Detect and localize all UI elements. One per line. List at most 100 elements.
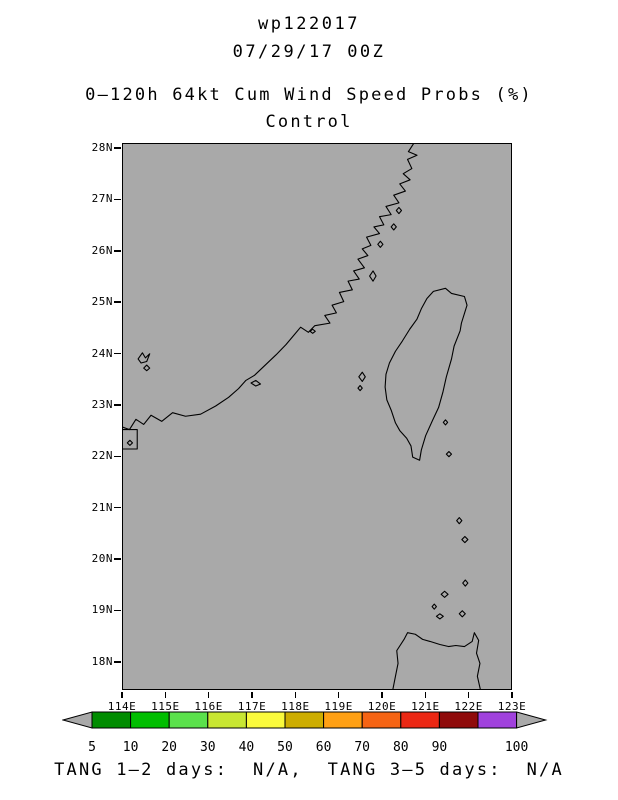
island (459, 611, 465, 617)
lat-label: 28N (91, 141, 113, 155)
lat-tick (114, 455, 121, 458)
lat-tick (114, 198, 121, 201)
island (251, 380, 260, 386)
colorbar-segment (438, 711, 479, 729)
lon-label: 121E (411, 700, 440, 713)
colorbar-segment (91, 711, 132, 729)
lon-tick (294, 692, 297, 698)
lat-tick (114, 352, 121, 355)
lat-label: 24N (91, 346, 113, 360)
colorbar-label: 50 (277, 740, 293, 755)
lon-tick (207, 692, 210, 698)
lon-tick (251, 692, 253, 698)
lat-label: 20N (91, 552, 113, 566)
coastline-luzon (392, 633, 480, 689)
lon-tick (121, 692, 123, 698)
colorbar-segment (168, 711, 209, 729)
lat-label: 18N (91, 654, 113, 668)
island (436, 614, 443, 619)
colorbar-label: 70 (354, 740, 370, 755)
lat-label: 26N (91, 243, 113, 257)
island (446, 452, 451, 457)
chart-title: 0–120h 64kt Cum Wind Speed Probs (%) (85, 85, 533, 105)
colorbar-label: 90 (432, 740, 448, 755)
colorbar-label: 60 (316, 740, 332, 755)
coastline-mainland-china (123, 144, 417, 430)
colorbar-label: 40 (239, 740, 255, 755)
colorbar-left-arrow (61, 711, 93, 729)
lat-tick (114, 404, 121, 406)
footer-tang-text: TANG 1–2 days: N/A, TANG 3–5 days: N/A (54, 760, 564, 780)
lat-label: 21N (91, 500, 113, 514)
colorbar-label: 5 (88, 740, 96, 755)
island (310, 329, 315, 333)
colorbar-segment (361, 711, 402, 729)
lat-label: 23N (91, 397, 113, 411)
island (378, 241, 383, 247)
colorbar-label: 80 (393, 740, 409, 755)
hong-kong-box (123, 430, 137, 449)
island (127, 440, 132, 445)
colorbar-label: 100 (505, 740, 528, 755)
island (359, 372, 365, 381)
lat-label: 19N (91, 603, 113, 617)
island (396, 207, 401, 213)
lat-label: 27N (91, 192, 113, 206)
island (457, 518, 462, 524)
lon-label: 117E (237, 700, 267, 713)
lat-tick (114, 301, 121, 303)
map-area (122, 143, 512, 690)
colorbar-segment (477, 711, 518, 729)
lat-label: 22N (91, 449, 113, 463)
colorbar-segment (207, 711, 247, 729)
lon-tick (424, 692, 427, 698)
island (391, 224, 396, 230)
lat-tick (114, 506, 121, 509)
colorbar-label: 30 (200, 740, 216, 755)
storm-id: wp122017 (258, 14, 360, 34)
lat-tick (114, 147, 121, 149)
lat-tick (114, 558, 121, 560)
lon-label: 118E (281, 700, 310, 713)
lon-label: 120E (367, 700, 397, 713)
lon-tick (381, 692, 383, 698)
lon-tick (337, 692, 340, 698)
init-time: 07/29/17 00Z (232, 42, 386, 62)
lat-tick (114, 661, 121, 663)
lon-label: 116E (194, 700, 223, 713)
lat-label: 25N (91, 295, 113, 309)
lon-tick (164, 692, 167, 698)
island (463, 580, 468, 586)
island (144, 365, 150, 371)
island (432, 604, 436, 609)
island (370, 271, 376, 281)
colorbar-right-arrow (516, 711, 548, 729)
lon-label: 119E (324, 700, 353, 713)
lon-label: 123E (497, 700, 527, 713)
coastline-map (123, 144, 511, 689)
colorbar: 5 10 20 30 40 50 60 70 80 90 100 (61, 711, 548, 761)
colorbar-segment (400, 711, 440, 729)
chart-subtitle: Control (265, 112, 353, 132)
island (443, 420, 447, 425)
colorbar-label: 10 (123, 740, 139, 755)
colorbar-label: 20 (161, 740, 177, 755)
lat-tick (114, 250, 121, 252)
colorbar-segment (323, 711, 363, 729)
island (441, 591, 448, 597)
lon-label: 122E (454, 700, 483, 713)
island (462, 537, 468, 543)
colorbar-segment (130, 711, 170, 729)
colorbar-segment (245, 711, 286, 729)
island (138, 353, 150, 363)
coastline-taiwan (385, 288, 467, 460)
lon-tick (511, 692, 513, 698)
lon-label: 115E (151, 700, 180, 713)
colorbar-segment (284, 711, 325, 729)
lat-tick (114, 609, 121, 612)
lon-label: 114E (107, 700, 137, 713)
colorbar-scale: 5 10 20 30 40 50 60 70 80 90 100 (61, 711, 548, 755)
island (358, 386, 362, 391)
